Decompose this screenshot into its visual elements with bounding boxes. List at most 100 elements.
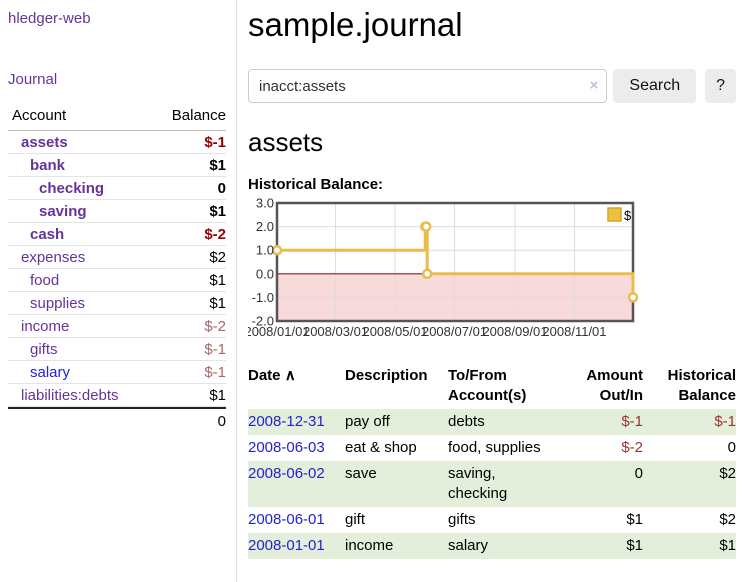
svg-text:3.0: 3.0 bbox=[256, 196, 274, 211]
transaction-accounts: salary bbox=[448, 537, 489, 554]
account-link-cash[interactable]: cash bbox=[30, 225, 65, 243]
account-link-liabilities-debts[interactable]: liabilities:debts bbox=[21, 386, 119, 404]
account-balance: $-2 bbox=[204, 225, 226, 243]
main-content: sample.journal × Search ? assets Histori… bbox=[248, 0, 736, 559]
page-title: sample.journal bbox=[248, 6, 463, 43]
account-link-checking[interactable]: checking bbox=[39, 179, 105, 197]
svg-text:2008/09/01: 2008/09/01 bbox=[482, 324, 547, 339]
transaction-amount: 0 bbox=[634, 465, 643, 482]
account-row-salary: salary $-1 bbox=[8, 361, 226, 384]
svg-text:-2.0: -2.0 bbox=[252, 314, 274, 329]
account-link-supplies[interactable]: supplies bbox=[30, 294, 86, 312]
transaction-balance: 0 bbox=[727, 439, 736, 456]
svg-text:-1.0: -1.0 bbox=[252, 290, 274, 305]
sort-ascending-icon: ∧ bbox=[284, 367, 296, 384]
account-row-bank: bank $1 bbox=[8, 154, 226, 177]
transaction-balance: $-1 bbox=[714, 413, 736, 430]
account-row-assets: assets $-1 bbox=[8, 131, 226, 154]
transaction-accounts: gifts bbox=[448, 511, 476, 528]
account-link-expenses[interactable]: expenses bbox=[21, 248, 86, 266]
svg-text:$: $ bbox=[624, 208, 632, 223]
account-link-income[interactable]: income bbox=[21, 317, 70, 335]
transaction-date-link[interactable]: 2008-06-01 bbox=[248, 511, 325, 528]
account-balance: $1 bbox=[209, 202, 226, 220]
svg-text:0.0: 0.0 bbox=[256, 266, 274, 281]
amount-column-header: Amount Out/In bbox=[586, 367, 643, 404]
account-row-gifts: gifts $-1 bbox=[8, 338, 226, 361]
account-heading: assets bbox=[248, 127, 324, 157]
transaction-amount: $-2 bbox=[621, 439, 643, 456]
account-link-gifts[interactable]: gifts bbox=[30, 340, 58, 358]
svg-text:2008/11/01: 2008/11/01 bbox=[542, 324, 606, 339]
svg-text:2008/05/01: 2008/05/01 bbox=[362, 324, 427, 339]
account-balance: $1 bbox=[209, 294, 226, 312]
account-link-assets[interactable]: assets bbox=[21, 133, 68, 151]
transaction-date-link[interactable]: 2008-06-03 bbox=[248, 439, 325, 456]
transaction-balance: $2 bbox=[719, 511, 736, 528]
account-balance: $-1 bbox=[204, 133, 226, 151]
transaction-row: 2008-12-31 pay off debts $-1 $-1 bbox=[248, 409, 736, 435]
historical-balance-chart: $3.0 2.0 1.0 0.0 -1.0 -2.0 2008/01/01 2008/03/0… bbox=[248, 196, 736, 346]
account-row-income: income $-2 bbox=[8, 315, 226, 338]
transaction-row: 2008-06-01 gift gifts $1 $2 bbox=[248, 507, 736, 533]
help-button[interactable]: ? bbox=[705, 69, 736, 103]
account-balance: $1 bbox=[209, 156, 226, 174]
date-column-header[interactable]: Date ∧ bbox=[248, 367, 296, 384]
account-row-supplies: supplies $1 bbox=[8, 292, 226, 315]
transaction-description: eat & shop bbox=[345, 439, 417, 456]
account-row-liabilities-debts: liabilities:debts $1 bbox=[8, 384, 226, 407]
transaction-row: 2008-01-01 income salary $1 $1 bbox=[248, 533, 736, 559]
search-form: × Search ? bbox=[248, 69, 736, 103]
account-link-salary[interactable]: salary bbox=[30, 363, 71, 381]
transaction-row: 2008-06-02 save saving, checking 0 $2 bbox=[248, 461, 736, 507]
transaction-accounts: saving, checking bbox=[448, 465, 508, 502]
accounts-column-header: To/From Account(s) bbox=[448, 367, 527, 404]
account-balance: $1 bbox=[209, 386, 226, 404]
chart-title: Historical Balance: bbox=[248, 176, 384, 193]
transaction-description: income bbox=[345, 537, 394, 554]
transaction-date-link[interactable]: 2008-12-31 bbox=[248, 413, 325, 430]
account-link-food[interactable]: food bbox=[30, 271, 60, 289]
sidebar-item-journal[interactable]: Journal bbox=[8, 71, 58, 88]
account-balance: 0 bbox=[217, 179, 226, 197]
search-input[interactable] bbox=[248, 69, 608, 103]
account-link-saving[interactable]: saving bbox=[39, 202, 87, 220]
balance-column-header: Historical Balance bbox=[667, 367, 736, 404]
transaction-description: pay off bbox=[345, 413, 390, 430]
sidebar: hledger-web Journal Account Balance asse… bbox=[0, 0, 237, 582]
transaction-accounts: food, supplies bbox=[448, 439, 541, 456]
register-header-row: Date ∧ Description To/From Account(s) Am… bbox=[248, 363, 736, 409]
clear-search-icon[interactable]: × bbox=[589, 77, 599, 94]
account-balance: $-2 bbox=[204, 317, 226, 335]
account-row-cash: cash $-2 bbox=[8, 223, 226, 246]
transaction-description: save bbox=[345, 465, 377, 482]
transaction-description: gift bbox=[345, 511, 366, 528]
accounts-total-value: 0 bbox=[217, 412, 226, 430]
svg-text:2008/01/01: 2008/01/01 bbox=[248, 324, 310, 339]
account-column-header: Account bbox=[12, 107, 67, 124]
transaction-amount: $1 bbox=[626, 511, 643, 528]
transaction-accounts: debts bbox=[448, 413, 485, 430]
account-row-food: food $1 bbox=[8, 269, 226, 292]
transaction-amount: $-1 bbox=[621, 413, 643, 430]
account-link-bank[interactable]: bank bbox=[30, 156, 66, 174]
account-row-saving: saving $1 bbox=[8, 200, 226, 223]
account-row-expenses: expenses $2 bbox=[8, 246, 226, 269]
svg-text:2.0: 2.0 bbox=[256, 219, 274, 234]
transaction-date-link[interactable]: 2008-01-01 bbox=[248, 537, 325, 554]
transaction-balance: $1 bbox=[719, 537, 736, 554]
transaction-balance: $2 bbox=[719, 465, 736, 482]
svg-text:2008/03/01: 2008/03/01 bbox=[303, 324, 368, 339]
accounts-table: Account Balance assets $-1 bank $1 check… bbox=[8, 105, 226, 433]
accounts-total-row: 0 bbox=[8, 407, 226, 433]
transaction-date-link[interactable]: 2008-06-02 bbox=[248, 465, 325, 482]
svg-text:2008/07/01: 2008/07/01 bbox=[422, 324, 487, 339]
account-balance: $-1 bbox=[204, 363, 226, 381]
account-balance: $1 bbox=[209, 271, 226, 289]
search-button[interactable]: Search bbox=[613, 69, 697, 103]
brand-link[interactable]: hledger-web bbox=[8, 10, 91, 27]
balance-column-header: Balance bbox=[171, 107, 226, 124]
svg-text:1.0: 1.0 bbox=[256, 243, 274, 258]
accounts-table-header: Account Balance bbox=[8, 105, 226, 131]
search-input-wrap: × bbox=[248, 69, 608, 103]
